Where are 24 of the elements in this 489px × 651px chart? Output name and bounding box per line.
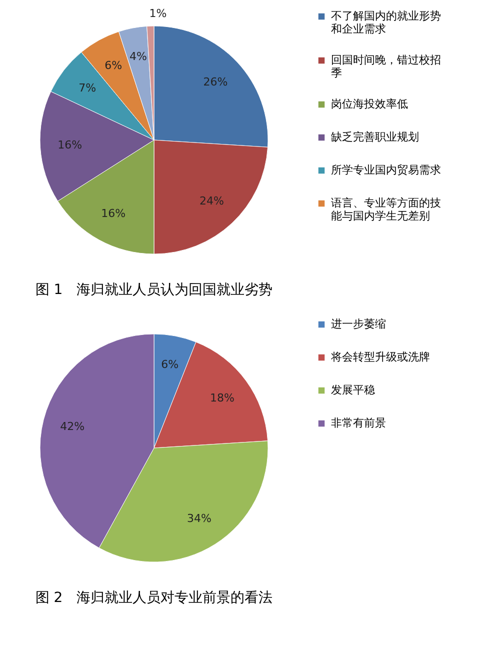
data-label: 16%: [101, 206, 126, 220]
data-label: 18%: [210, 391, 234, 404]
legend-label: 进一步萎缩: [331, 318, 386, 330]
legend-label: 缺乏完善职业规划: [331, 130, 419, 144]
legend-label: 发展平稳: [331, 384, 375, 396]
text: 图 1 海归就业人员认为回国就业劣势: [35, 282, 273, 298]
data-label: 6%: [104, 59, 122, 72]
data-label: 42%: [60, 420, 85, 434]
data-label: 34%: [186, 512, 212, 526]
data-label: 24%: [200, 194, 224, 208]
legend-label: 岗位海投效率低: [331, 98, 408, 110]
data-label: 1%: [149, 7, 167, 20]
legend-label: 非常有前景: [331, 416, 386, 430]
legend-label: 语言、专业等方面的技能与国内学生无差别: [331, 196, 441, 222]
legend-label: 将会转型升级或洗牌: [330, 350, 430, 364]
data-label: 7%: [78, 81, 96, 94]
data-label: 4%: [129, 50, 147, 64]
legend-label: 回国时间晚，错过校招季: [331, 54, 441, 80]
legend-label: 不了解国内的就业形势和企业需求: [331, 10, 441, 36]
text: 图 2 海归就业人员对专业前景的看法: [35, 590, 273, 606]
data-label: 26%: [203, 75, 228, 88]
data-label: 16%: [58, 138, 82, 152]
legend-label: 所学专业国内贸易需求: [331, 164, 441, 176]
data-label: 6%: [161, 358, 179, 372]
